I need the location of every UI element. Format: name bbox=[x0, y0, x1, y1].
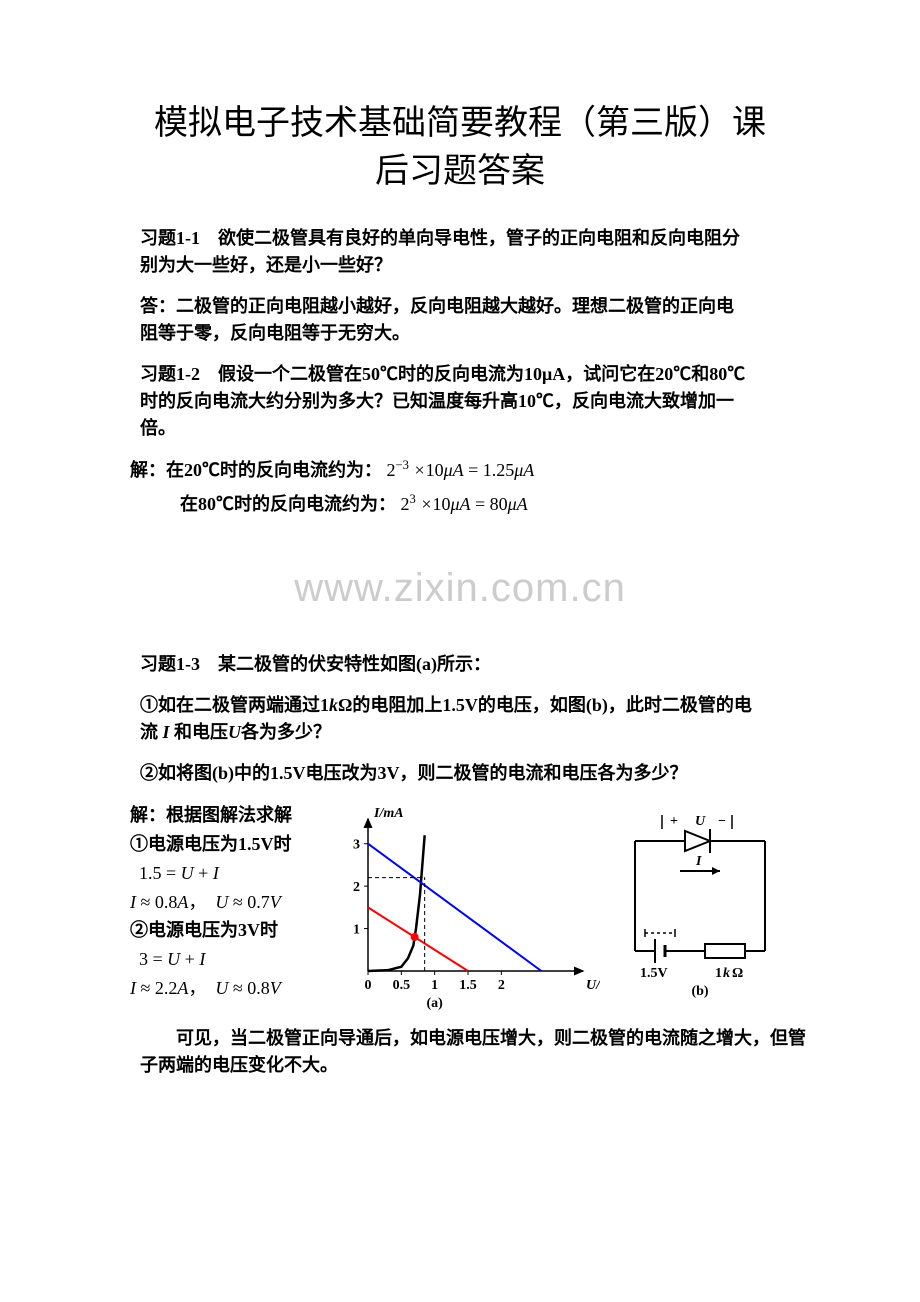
svg-text:−: − bbox=[718, 814, 726, 829]
q1-3-p1: ①如在二极管两端通过1kΩ的电阻加上1.5V的电压，如图(b)，此时二极管的电流… bbox=[140, 692, 760, 746]
res2: I ≈ 2.2A， U ≈ 0.8V bbox=[130, 974, 330, 1003]
res1: I ≈ 0.8A， U ≈ 0.7V bbox=[130, 888, 330, 917]
doc-title: 模拟电子技术基础简要教程（第三版）课 后习题答案 bbox=[100, 100, 820, 195]
q1-2-heading: 习题1-2 假设一个二极管在50℃时的反向电流为10μA，试问它在20℃和80℃… bbox=[140, 361, 760, 442]
svg-text:k: k bbox=[723, 966, 730, 981]
svg-text:Ω: Ω bbox=[732, 966, 743, 981]
solution-left: 解：根据图解法求解 ①电源电压为1.5V时 1.5 = U + I I ≈ 0.… bbox=[130, 801, 330, 1003]
title-line2: 后习题答案 bbox=[375, 153, 545, 190]
solve-hdr: 解：根据图解法求解 bbox=[130, 801, 330, 830]
svg-text:I: I bbox=[695, 854, 702, 869]
svg-text:1.5V: 1.5V bbox=[640, 966, 668, 981]
m-exp: −3 bbox=[396, 458, 409, 472]
watermark: www.zixin.com.cn bbox=[100, 566, 820, 611]
q1-2-line2: 在80℃时的反向电流约为： 23 ×10μA = 80μA bbox=[180, 490, 820, 516]
m-rest: ×10μA = 1.25μA bbox=[413, 460, 534, 480]
circuit-b: + U− I 1.5V 1kΩ (b) bbox=[610, 801, 790, 1011]
q1-2-line1: 解：在20℃时的反向电流约为： 2−3 ×10μA = 1.25μA bbox=[130, 456, 820, 482]
eq1: 1.5 = U + I bbox=[130, 859, 330, 888]
case2: ②电源电压为3V时 bbox=[130, 916, 330, 945]
m-exp2: 3 bbox=[410, 492, 416, 506]
m-base: 2 bbox=[387, 460, 396, 480]
eq2: 3 = U + I bbox=[130, 945, 330, 974]
svg-text:1: 1 bbox=[431, 978, 438, 993]
q1-2-line2-math: 23 ×10μA = 80μA bbox=[401, 494, 528, 514]
title-line1: 模拟电子技术基础简要教程（第三版）课 bbox=[154, 105, 766, 142]
circuit-svg: + U− I 1.5V 1kΩ (b) bbox=[610, 801, 790, 1011]
figure-row: 解：根据图解法求解 ①电源电压为1.5V时 1.5 = U + I I ≈ 0.… bbox=[130, 801, 820, 1011]
m-rest2: ×10μA = 80μA bbox=[420, 494, 527, 514]
q1-2-line1-label: 解：在20℃时的反向电流约为： bbox=[130, 460, 382, 480]
svg-text:1.5: 1.5 bbox=[459, 978, 477, 993]
svg-text:I/mA: I/mA bbox=[373, 806, 404, 821]
q1-2-line1-math: 2−3 ×10μA = 1.25μA bbox=[387, 460, 535, 480]
svg-text:2: 2 bbox=[353, 880, 360, 895]
page: 模拟电子技术基础简要教程（第三版）课 后习题答案 习题1-1 欲使二极管具有良好… bbox=[0, 0, 920, 1153]
q1-3-note: 可见，当二极管正向导通后，如电源电压增大，则二极管的电流随之增大，但管子两端的电… bbox=[140, 1025, 810, 1079]
q1-1-heading: 习题1-1 欲使二极管具有良好的单向导电性，管子的正向电阻和反向电阻分别为大一些… bbox=[140, 225, 740, 279]
svg-text:0.5: 0.5 bbox=[393, 978, 411, 993]
q1-2-line2-label: 在80℃时的反向电流约为： bbox=[180, 494, 396, 514]
svg-text:(a): (a) bbox=[427, 996, 444, 1011]
chart-svg: 0 0.5 1 1.5 2 1 2 3 U/V I/mA (a) bbox=[330, 801, 600, 1011]
svg-text:U: U bbox=[695, 814, 706, 829]
case1: ①电源电压为1.5V时 bbox=[130, 830, 330, 859]
svg-text:U/V: U/V bbox=[586, 978, 600, 993]
svg-text:1: 1 bbox=[353, 923, 360, 938]
m-base2: 2 bbox=[401, 494, 410, 514]
q1-3-p2: ②如将图(b)中的1.5V电压改为3V，则二极管的电流和电压各为多少？ bbox=[140, 760, 760, 787]
svg-text:3: 3 bbox=[353, 838, 360, 853]
q1-3-heading: 习题1-3 某二极管的伏安特性如图(a)所示： bbox=[140, 651, 760, 678]
svg-text:(b): (b) bbox=[691, 984, 708, 999]
svg-text:0: 0 bbox=[365, 978, 372, 993]
svg-text:2: 2 bbox=[498, 978, 505, 993]
svg-text:+: + bbox=[670, 814, 678, 829]
svg-text:1: 1 bbox=[715, 966, 722, 981]
chart-a: 0 0.5 1 1.5 2 1 2 3 U/V I/mA (a) bbox=[330, 801, 600, 1011]
q1-1-answer: 答：二极管的正向电阻越小越好，反向电阻越大越好。理想二极管的正向电阻等于零，反向… bbox=[140, 293, 740, 347]
